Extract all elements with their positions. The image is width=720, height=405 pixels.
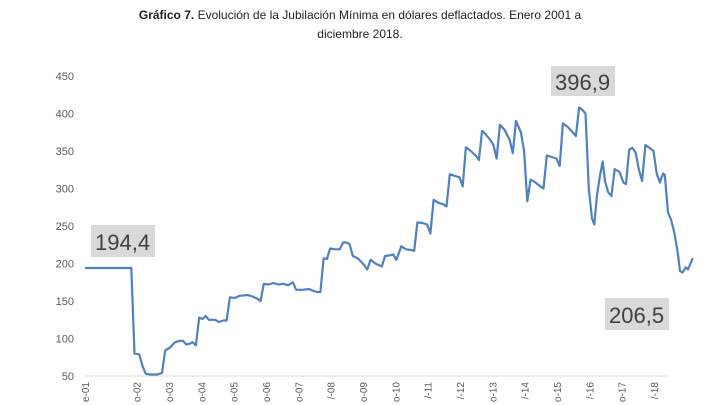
x-tick-label: o-03: [165, 382, 176, 402]
x-tick-label: /-08: [327, 382, 338, 400]
x-tick-label: o-17: [618, 382, 629, 402]
x-tick-label: /-11: [424, 382, 435, 399]
y-tick-label: 50: [62, 371, 74, 383]
y-tick-label: 350: [56, 146, 74, 158]
x-axis-ticks: e-01 o-02 o-03 o-04 o-05 o-06 o-07 /-08 o-09 o-10…: [81, 382, 661, 402]
x-tick-label: /-14: [521, 382, 532, 400]
y-tick-label: 250: [56, 221, 74, 233]
chart-title-line-1: Evolución de la Jubilación Mínima en dól…: [197, 8, 582, 22]
y-tick-label: 100: [56, 334, 74, 346]
y-tick-label: 200: [56, 259, 74, 271]
x-tick-label: /-12: [456, 382, 467, 400]
chart-title: Gráfico 7. Evolución de la Jubilación Mí…: [0, 6, 720, 44]
series-layer: [84, 106, 694, 376]
value-callout: 396,9: [551, 66, 615, 96]
x-tick-label: o-10: [391, 382, 402, 402]
x-tick-label: /-18: [650, 382, 661, 400]
x-tick-label: o-13: [488, 382, 499, 402]
x-tick-label: o-15: [553, 382, 564, 402]
x-tick-label: e-01: [81, 382, 92, 402]
chart-title-prefix: Gráfico 7.: [138, 8, 195, 22]
x-tick-label: o-02: [133, 382, 144, 402]
x-tick-label: /-16: [585, 382, 596, 400]
series-line: [84, 106, 694, 376]
y-tick-label: 450: [56, 71, 74, 83]
x-tick-label: o-04: [197, 382, 208, 402]
callout-label: 194,4: [95, 230, 150, 255]
value-callout: 194,4: [91, 225, 155, 257]
callout-label: 206,5: [609, 303, 664, 328]
y-tick-label: 150: [56, 296, 74, 308]
y-tick-label: 400: [56, 109, 74, 121]
chart-title-line-2: diciembre 2018.: [317, 27, 403, 41]
callout-box: [605, 298, 669, 330]
x-tick-label: o-06: [262, 382, 273, 402]
x-tick-label: o-05: [230, 382, 241, 402]
x-tick-label: o-09: [359, 382, 370, 402]
callout-label: 396,9: [555, 70, 610, 95]
annotations-layer: 194,4 396,9 206,5: [91, 66, 669, 330]
x-tick-label: o-07: [294, 382, 305, 402]
callout-box: [91, 225, 155, 257]
value-callout: 206,5: [605, 298, 669, 330]
y-tick-label: 300: [56, 184, 74, 196]
y-axis-ticks: 50 100 150 200 250 300 350 400 450: [56, 71, 74, 383]
callout-box: [551, 66, 615, 96]
